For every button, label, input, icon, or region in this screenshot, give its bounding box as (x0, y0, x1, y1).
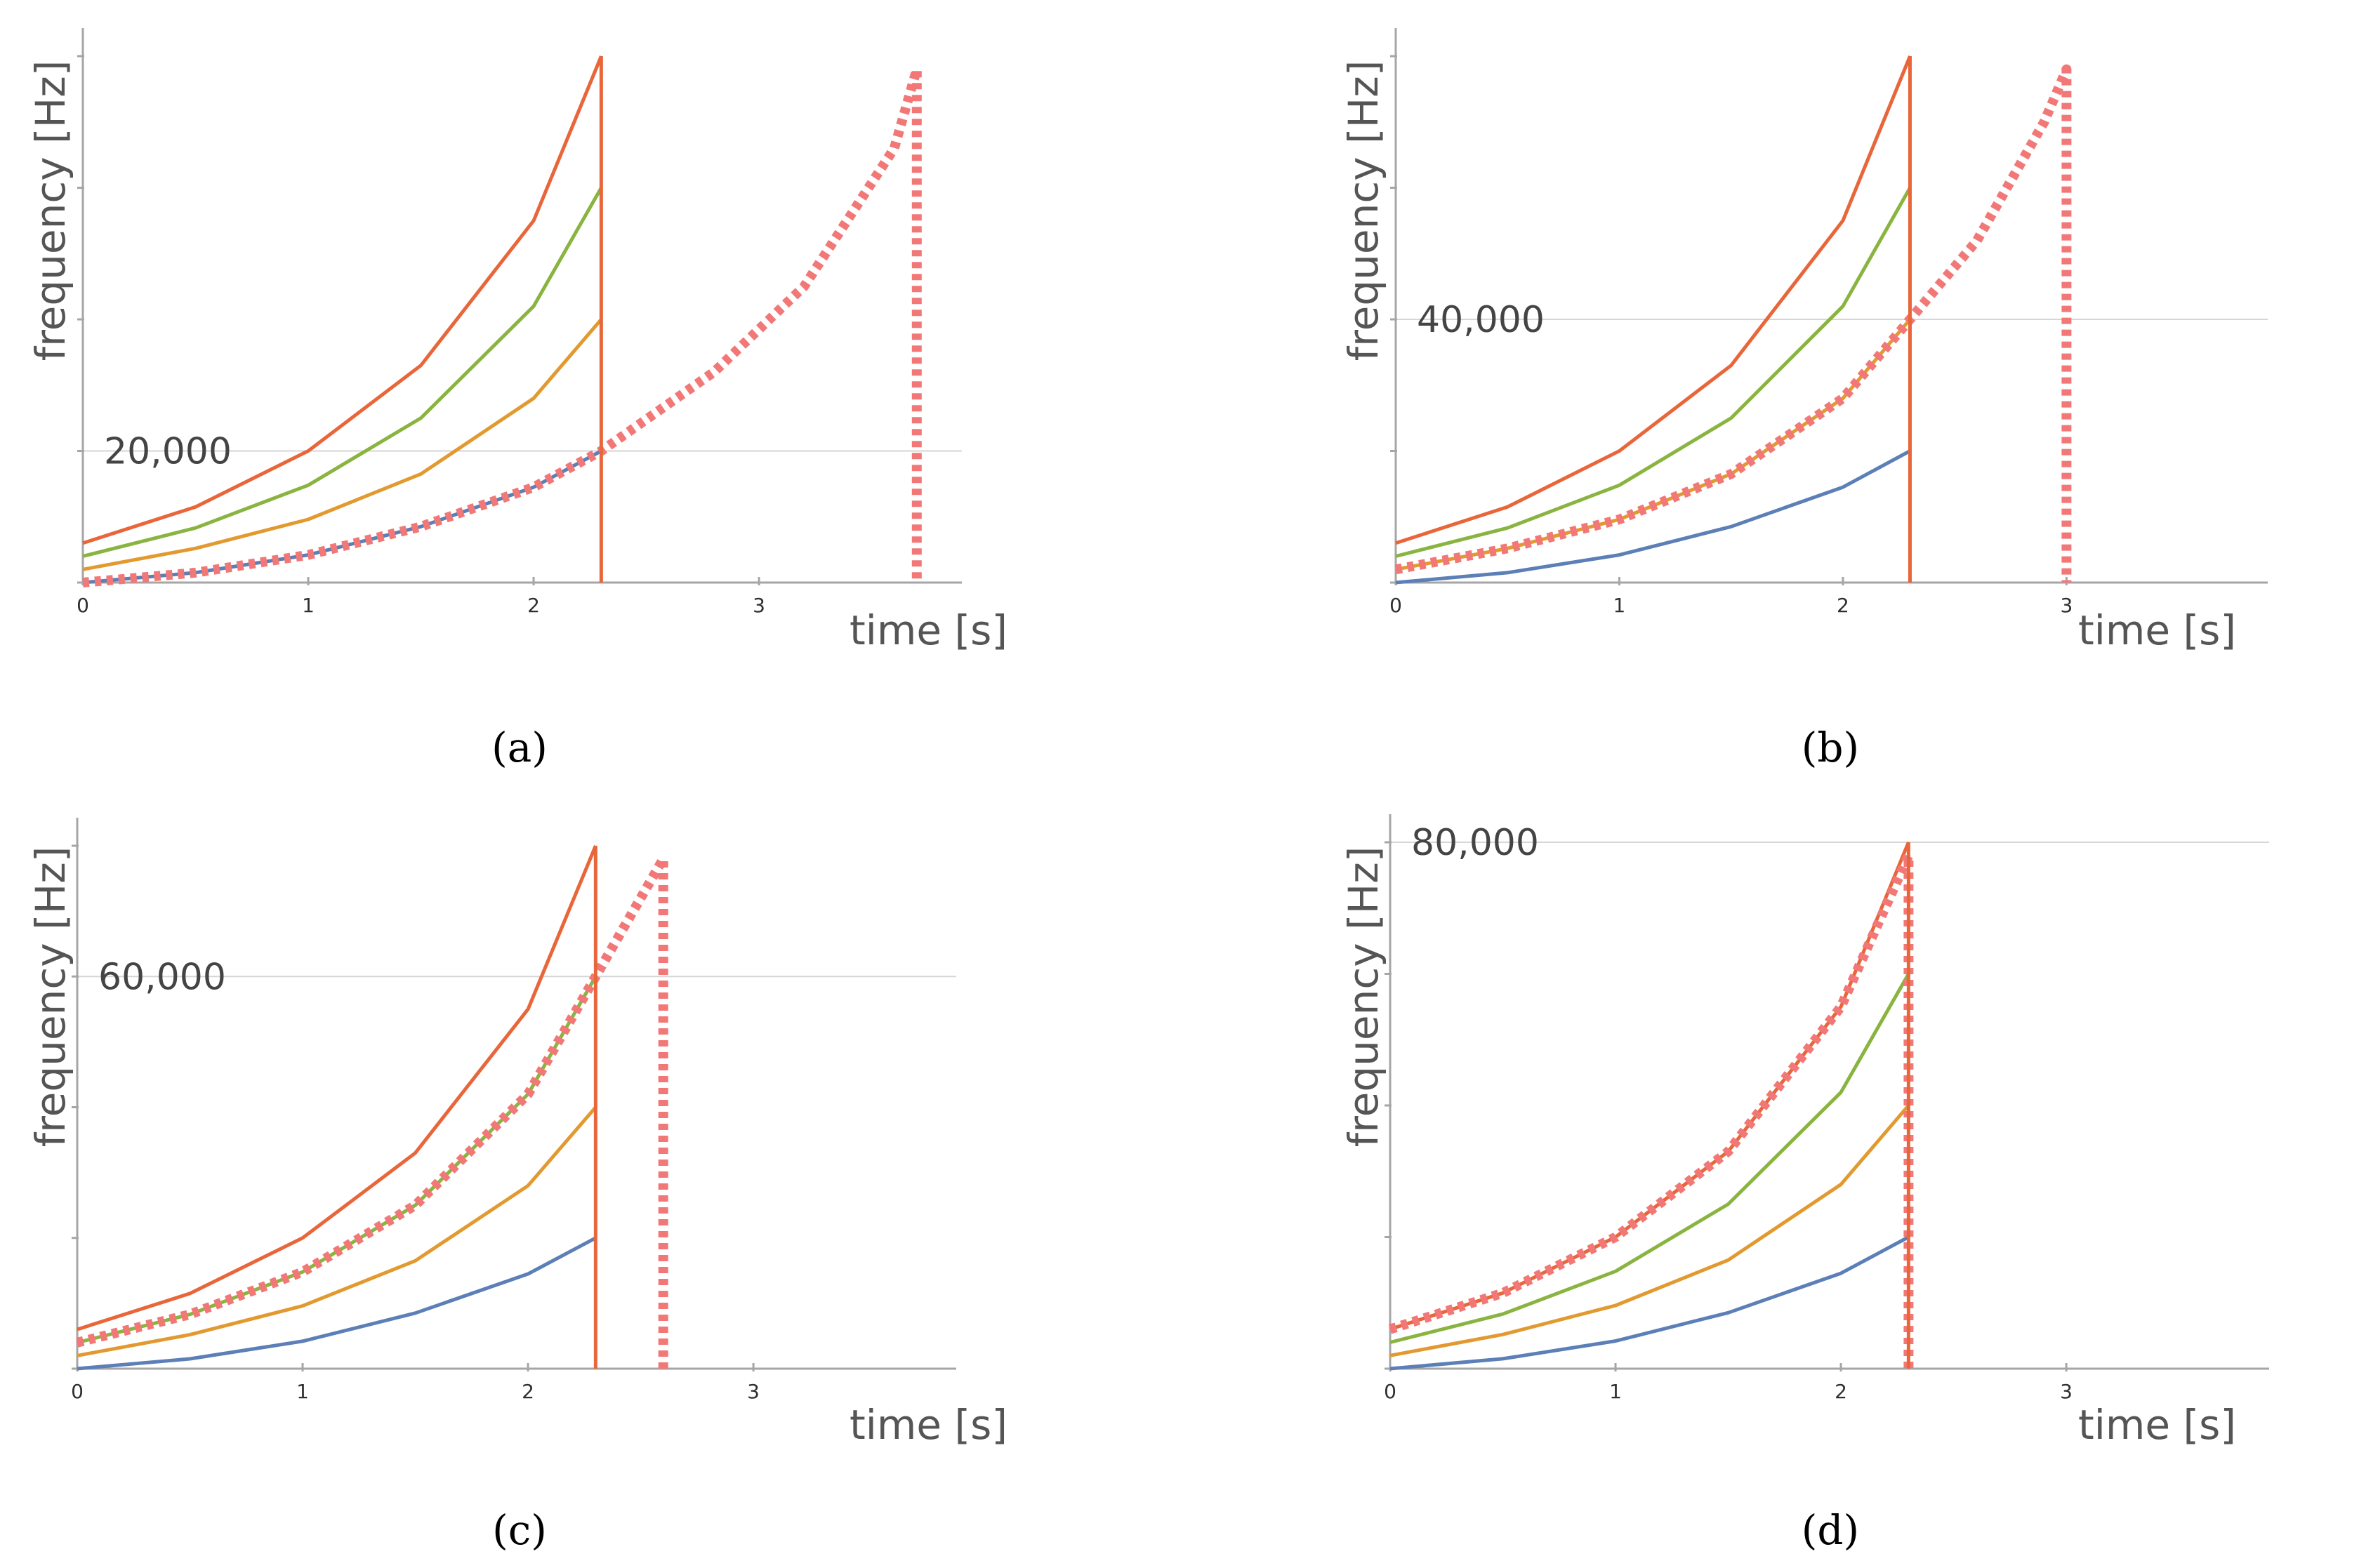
x-axis-label: time [s] (850, 1401, 1007, 1449)
series-line-green (1389, 973, 1910, 1344)
panel-caption: (a) (491, 724, 548, 771)
series-line-green (1395, 187, 1912, 558)
x-axis-label: time [s] (2078, 1401, 2236, 1449)
series-line-orange (1389, 1104, 1910, 1357)
series-line-red (1389, 842, 1910, 1331)
series-line-red (77, 845, 597, 1331)
x-axis-label: time [s] (850, 606, 1007, 654)
series-line-blue (82, 449, 602, 585)
series-line-blue (77, 1236, 597, 1371)
x-tick-label: 0 (77, 594, 89, 617)
x-tick-label: 1 (296, 1380, 309, 1403)
gridline-label: 80,000 (1411, 822, 1539, 864)
x-tick-label: 0 (71, 1380, 84, 1403)
x-tick-label: 3 (2060, 1380, 2073, 1403)
x-tick-label: 2 (522, 1380, 534, 1403)
series-line-red (1395, 55, 1912, 545)
series-line-green (77, 976, 597, 1345)
panel-caption: (b) (1802, 724, 1859, 771)
x-tick-label: 3 (2060, 594, 2073, 617)
x-tick-label: 2 (527, 594, 540, 617)
x-tick-label: 1 (1609, 1380, 1622, 1403)
y-axis-label: frequency [Hz] (1340, 846, 1387, 1148)
series-line-orange (82, 318, 603, 571)
x-tick-label: 0 (1389, 594, 1402, 617)
x-tick-label: 3 (747, 1380, 760, 1403)
gridline-label: 40,000 (1417, 299, 1545, 341)
series-line-blue (1389, 1235, 1910, 1371)
x-tick-label: 2 (1835, 1380, 1847, 1403)
series-line-orange (77, 1105, 597, 1357)
y-axis-label: frequency [Hz] (27, 60, 74, 361)
x-tick-label: 2 (1837, 594, 1849, 617)
chart-panel-b: 40,000 0 1 2 3 frequency [Hz] time [s] (b) (1340, 28, 2268, 771)
series-line-dashed (76, 853, 668, 1369)
y-axis-label: frequency [Hz] (1340, 60, 1387, 361)
series-line-dashed (1388, 850, 1914, 1369)
series-line-dashed (82, 64, 922, 587)
x-axis-label: time [s] (2078, 606, 2236, 654)
x-tick-label: 3 (753, 594, 765, 617)
series-line-dashed (1394, 64, 2072, 583)
series-line-orange (1395, 318, 1912, 571)
gridline-label: 60,000 (98, 956, 226, 998)
chart-panel-c: 60,000 0 1 2 3 frequency [Hz] time [s] (c) (27, 818, 1007, 1554)
x-tick-label: 1 (302, 594, 315, 617)
series-line-blue (1395, 449, 1911, 585)
chart-panel-d: 80,000 0 1 2 3 frequency [Hz] time [s] (d) (1340, 814, 2269, 1554)
series-line-red (82, 55, 603, 545)
x-tick-label: 1 (1613, 594, 1626, 617)
panel-caption: (d) (1802, 1506, 1859, 1554)
x-tick-label: 0 (1384, 1380, 1396, 1403)
series-line-green (82, 187, 603, 558)
gridline-label: 20,000 (104, 431, 232, 473)
chart-panel-a: 20,000 0 1 2 3 frequency [Hz] time [s] (a) (27, 28, 1007, 771)
y-axis-label: frequency [Hz] (27, 846, 74, 1148)
panel-caption: (c) (492, 1506, 547, 1554)
